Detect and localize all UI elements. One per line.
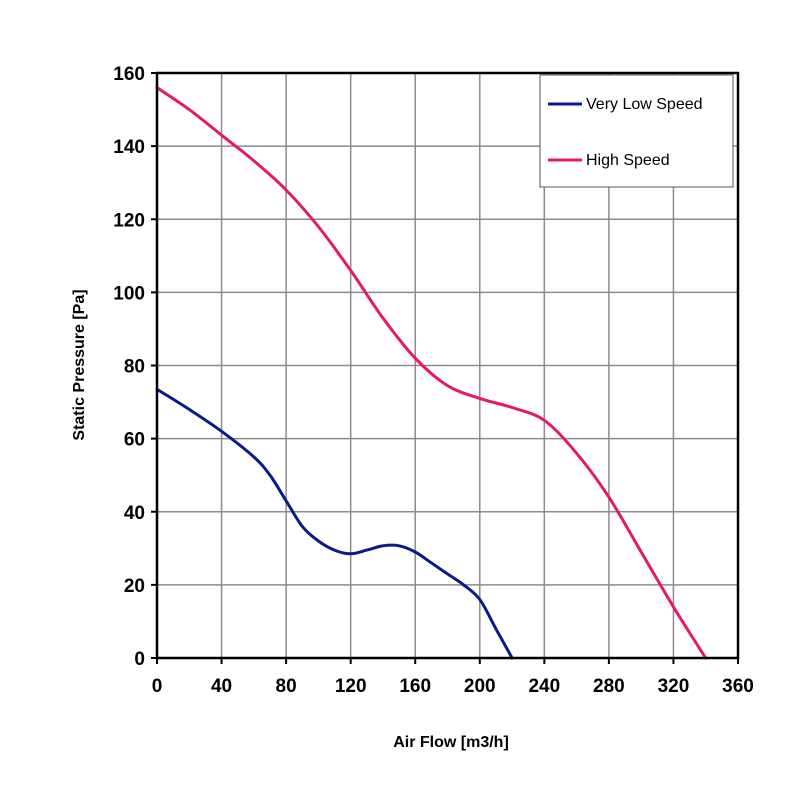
tick-labels: 0 40 80 120 160 200 240 280 320 360 0 20 40 60 80 100 12… [113, 64, 754, 697]
x-tick-label: 240 [528, 676, 560, 697]
x-tick-label: 40 [211, 676, 232, 697]
y-tick-label: 20 [124, 576, 145, 597]
series-line-very-low-speed [155, 387, 514, 660]
x-tick-label: 320 [658, 676, 690, 697]
x-tick-label: 200 [464, 676, 496, 697]
x-tick-label: 280 [593, 676, 625, 697]
y-tick-label: 0 [134, 649, 145, 670]
y-tick-label: 60 [124, 430, 145, 451]
x-tick-label: 0 [152, 676, 163, 697]
y-tick-label: 40 [124, 503, 145, 524]
legend-box [539, 74, 734, 188]
x-tick-label: 80 [276, 676, 297, 697]
y-tick-label: 140 [113, 137, 145, 158]
series-line-high-speed [155, 86, 708, 660]
legend: Very Low Speed High Speed [539, 74, 734, 188]
y-tick-label: 80 [124, 357, 145, 378]
y-tick-label: 120 [113, 210, 145, 231]
x-axis-title: Air Flow [m3/h] [393, 734, 509, 751]
x-tick-label: 360 [722, 676, 754, 697]
y-tick-label: 100 [113, 283, 145, 304]
y-axis-title: Static Pressure [Pa] [71, 289, 88, 440]
legend-label-very-low-speed: Very Low Speed [586, 96, 703, 113]
legend-label-high-speed: High Speed [586, 152, 670, 169]
x-tick-label: 160 [399, 676, 431, 697]
x-tick-label: 120 [335, 676, 367, 697]
y-tick-label: 160 [113, 64, 145, 85]
data-series [155, 86, 708, 660]
